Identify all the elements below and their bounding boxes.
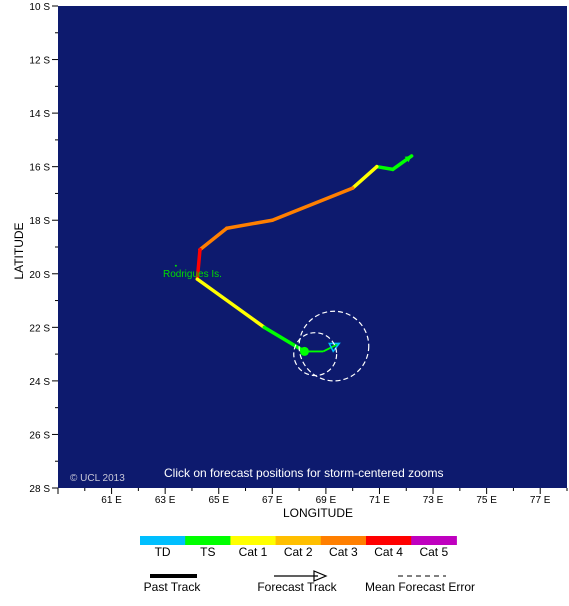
error-key-label: Mean Forecast Error xyxy=(365,580,475,594)
lon-tick-label: 73 E xyxy=(423,495,444,506)
legend-label: TS xyxy=(200,545,215,559)
lon-tick-label: 71 E xyxy=(369,495,390,506)
forecast-track-key-label: Forecast Track xyxy=(257,580,337,594)
legend-swatch xyxy=(366,536,412,545)
legend-label: Cat 5 xyxy=(419,545,448,559)
legend-swatch xyxy=(185,536,231,545)
legend-label: Cat 2 xyxy=(284,545,313,559)
storm-tracks xyxy=(195,154,414,356)
lat-tick-label: 18 S xyxy=(29,216,50,227)
legend-label: TD xyxy=(155,545,171,559)
lat-tick-label: 20 S xyxy=(29,270,50,281)
x-axis-title: LONGITUDE xyxy=(283,506,353,520)
lat-tick-label: 24 S xyxy=(29,377,50,388)
latitude-axis: 10 S 12 S 14 S 16 S 18 S 20 S 22 S 24 S 26 S 28 S xyxy=(29,2,58,495)
lon-tick-label: 67 E xyxy=(262,495,283,506)
legend-swatch xyxy=(140,536,186,545)
legend-swatch xyxy=(320,536,367,545)
past-track-segment xyxy=(375,164,395,172)
lon-tick-label: 65 E xyxy=(208,495,229,506)
island-marker xyxy=(174,264,177,267)
track-key: Past Track Forecast Track Mean Forecast … xyxy=(144,570,475,594)
lat-tick-label: 12 S xyxy=(29,56,50,67)
legend-swatch xyxy=(411,536,457,545)
lon-tick-label: 77 E xyxy=(530,495,551,506)
y-axis-title: LATITUDE xyxy=(12,222,26,279)
lat-tick-label: 26 S xyxy=(29,430,50,441)
legend-swatch xyxy=(230,536,277,545)
legend-label: Cat 4 xyxy=(374,545,403,559)
legend-swatch xyxy=(275,536,322,545)
lat-tick-label: 28 S xyxy=(29,484,50,495)
forecast-error-circle xyxy=(298,310,370,382)
copyright-text: © UCL 2013 xyxy=(70,473,125,484)
past-track-segment xyxy=(350,164,379,190)
legend-label: Cat 3 xyxy=(329,545,358,559)
forecast-error-circles xyxy=(293,310,370,382)
past-track-segment xyxy=(195,247,202,281)
past-track-segment xyxy=(262,325,307,354)
lat-tick-label: 14 S xyxy=(29,109,50,120)
longitude-axis: 61 E 63 E 65 E 67 E 69 E 71 E 73 E 75 E 77 E xyxy=(57,488,568,506)
lat-tick-label: 22 S xyxy=(29,323,50,334)
legend-label: Cat 1 xyxy=(239,545,268,559)
current-position-marker[interactable] xyxy=(299,346,309,356)
past-track-segment xyxy=(198,226,229,252)
past-track-key-label: Past Track xyxy=(144,580,202,594)
island-label: Rodrigues Is. xyxy=(163,269,222,280)
lon-tick-label: 75 E xyxy=(476,495,497,506)
map-background[interactable] xyxy=(58,6,567,488)
past-track-arrow xyxy=(404,155,412,163)
past-track-segment xyxy=(225,218,275,231)
lat-tick-label: 10 S xyxy=(29,2,50,13)
category-legend: TD TS Cat 1 Cat 2 Cat 3 Cat 4 Cat 5 xyxy=(140,536,457,559)
past-track-segment xyxy=(270,186,355,222)
lon-tick-label: 69 E xyxy=(316,495,337,506)
lat-tick-label: 16 S xyxy=(29,163,50,174)
forecast-arrow-icon xyxy=(313,570,328,582)
past-track-segment xyxy=(195,277,267,330)
instruction-text: Click on forecast positions for storm-ce… xyxy=(164,466,443,480)
lon-tick-label: 61 E xyxy=(101,495,122,506)
lon-tick-label: 63 E xyxy=(155,495,176,506)
